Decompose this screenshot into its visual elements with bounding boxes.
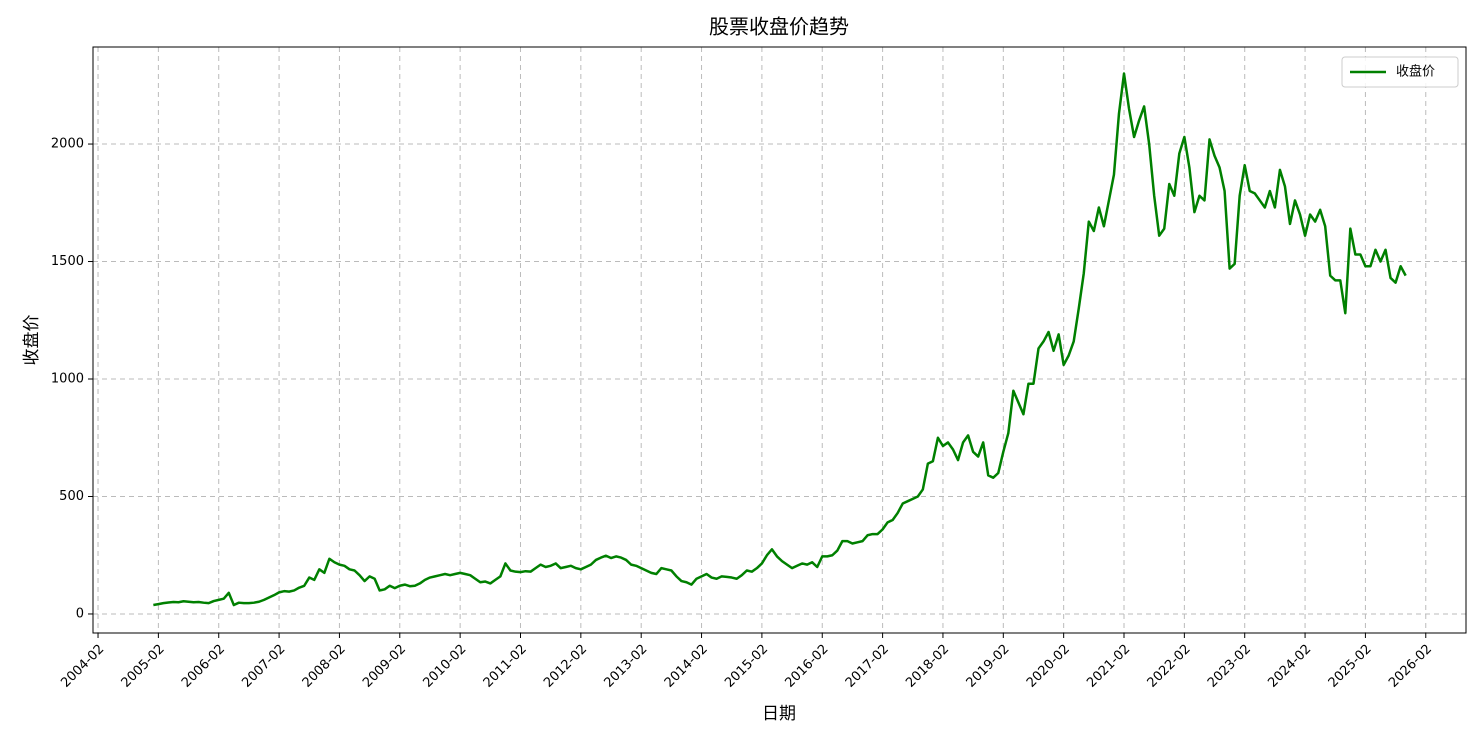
x-tick-label: 2018-02 — [903, 642, 952, 691]
x-tick-label: 2011-02 — [481, 642, 530, 691]
x-axis-label: 日期 — [762, 704, 796, 724]
x-tick-label: 2006-02 — [179, 642, 228, 691]
y-tick-label: 1000 — [51, 372, 84, 387]
x-tick-label: 2023-02 — [1205, 642, 1254, 691]
x-tick-label: 2013-02 — [601, 642, 650, 691]
y-axis-label: 收盘价 — [22, 315, 42, 366]
x-tick-label: 2009-02 — [360, 642, 409, 691]
x-tick-label: 2015-02 — [722, 642, 771, 691]
x-tick-label: 2025-02 — [1326, 642, 1375, 691]
x-tick-label: 2021-02 — [1084, 642, 1133, 691]
x-tick-label: 2008-02 — [300, 642, 349, 691]
legend-label: 收盘价 — [1396, 64, 1435, 80]
price-line — [153, 72, 1407, 607]
y-tick-label: 500 — [59, 489, 84, 504]
chart-title: 股票收盘价趋势 — [709, 15, 849, 39]
x-tick-label: 2010-02 — [420, 642, 469, 691]
y-tick-label: 0 — [76, 606, 84, 621]
x-tick-label: 2005-02 — [119, 642, 168, 691]
x-tick-label: 2016-02 — [783, 642, 832, 691]
plot-frame — [92, 46, 1467, 634]
y-tick-label: 2000 — [51, 137, 84, 152]
x-tick-label: 2014-02 — [662, 642, 711, 691]
x-tick-label: 2004-02 — [58, 642, 107, 691]
x-tick-label: 2007-02 — [239, 642, 288, 691]
x-tick-label: 2024-02 — [1265, 642, 1314, 691]
x-tick-label: 2012-02 — [541, 642, 590, 691]
x-tick-label: 2026-02 — [1386, 642, 1435, 691]
x-tick-label: 2020-02 — [1024, 642, 1073, 691]
legend-box — [1341, 56, 1459, 88]
x-tick-label: 2022-02 — [1145, 642, 1194, 691]
x-tick-label: 2019-02 — [964, 642, 1013, 691]
y-tick-label: 1500 — [51, 254, 84, 269]
x-tick-label: 2017-02 — [843, 642, 892, 691]
